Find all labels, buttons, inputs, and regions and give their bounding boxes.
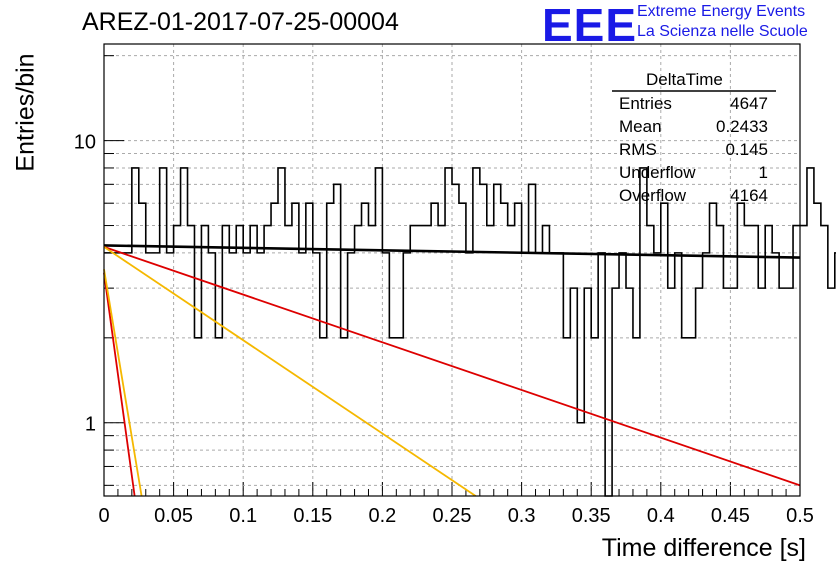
x-tick-label: 0.45 bbox=[711, 505, 750, 527]
x-tick-label: 0.2 bbox=[368, 505, 396, 527]
stat-value-entries: 4647 bbox=[730, 94, 768, 113]
histogram-steps bbox=[104, 167, 836, 497]
stats-box-title: DeltaTime bbox=[646, 70, 723, 89]
stat-value-overflow: 4164 bbox=[730, 186, 768, 205]
x-tick-label: 0.05 bbox=[154, 505, 193, 527]
series-line-orange bbox=[103, 246, 477, 497]
stat-label-entries: Entries bbox=[619, 94, 672, 113]
x-tick-label: 0.25 bbox=[433, 505, 472, 527]
x-tick-label: 0.1 bbox=[229, 505, 257, 527]
x-tick-label: 0.3 bbox=[508, 505, 536, 527]
series-line-red-fast bbox=[103, 272, 136, 497]
logo-line-1: Extreme Energy Events bbox=[637, 3, 806, 20]
y-tick-label: 1 bbox=[85, 414, 96, 436]
x-tick-label: 0.35 bbox=[572, 505, 611, 527]
eee-logo: EEE bbox=[542, 0, 638, 51]
stat-label-rms: RMS bbox=[619, 140, 657, 159]
x-axis-label: Time difference [s] bbox=[601, 534, 806, 562]
stat-value-mean: 0.2433 bbox=[716, 117, 768, 136]
x-tick-label: 0 bbox=[98, 505, 109, 527]
stat-value-underflow: 1 bbox=[758, 163, 768, 182]
stat-label-overflow: Overflow bbox=[619, 186, 687, 205]
y-tick-label: 10 bbox=[74, 132, 96, 154]
stat-label-underflow: Underflow bbox=[619, 163, 696, 182]
x-tick-label: 0.15 bbox=[293, 505, 332, 527]
series-line-red-slow bbox=[103, 246, 801, 487]
series-line-orange-fast bbox=[103, 269, 143, 497]
stat-label-mean: Mean bbox=[619, 117, 662, 136]
series-line-fit bbox=[103, 244, 801, 259]
chart-title: AREZ-01-2017-07-25-00004 bbox=[82, 8, 399, 36]
stat-value-rms: 0.145 bbox=[725, 140, 768, 159]
x-tick-label: 0.4 bbox=[647, 505, 675, 527]
x-tick-label: 0.5 bbox=[786, 505, 814, 527]
logo-line-2: La Scienza nelle Scuole bbox=[637, 23, 808, 40]
y-axis-label: Entries/bin bbox=[11, 53, 40, 172]
plot-frame bbox=[103, 43, 801, 497]
